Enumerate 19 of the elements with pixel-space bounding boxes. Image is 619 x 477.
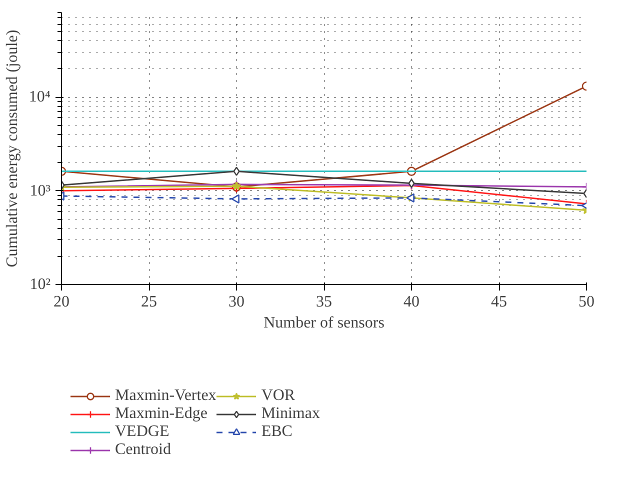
x-tick-label: 50: [578, 294, 594, 310]
y-axis-title: Cumulative energy consumed (joule): [4, 30, 21, 268]
x-tick-label: 45: [491, 294, 507, 310]
y-tick-label: 10³: [30, 182, 51, 200]
legend-label: Centroid: [115, 441, 171, 459]
legend-label: Minimax: [261, 405, 320, 423]
y-tick-label: 10⁴: [28, 88, 51, 106]
x-tick-label: 25: [141, 294, 157, 310]
x-axis-title: Number of sensors: [264, 314, 384, 332]
x-tick-label: 35: [316, 294, 332, 310]
legend-label: Maxmin-Edge: [115, 405, 208, 423]
x-tick-label: 20: [54, 294, 70, 310]
legend-label: Maxmin-Vertex: [115, 387, 216, 405]
legend-label: VEDGE: [115, 423, 170, 441]
x-tick-label: 40: [404, 294, 420, 310]
legend-label: VOR: [261, 387, 296, 405]
x-tick-label: 30: [228, 294, 244, 310]
y-tick-label: 10²: [30, 276, 51, 293]
legend-label: EBC: [261, 423, 292, 441]
